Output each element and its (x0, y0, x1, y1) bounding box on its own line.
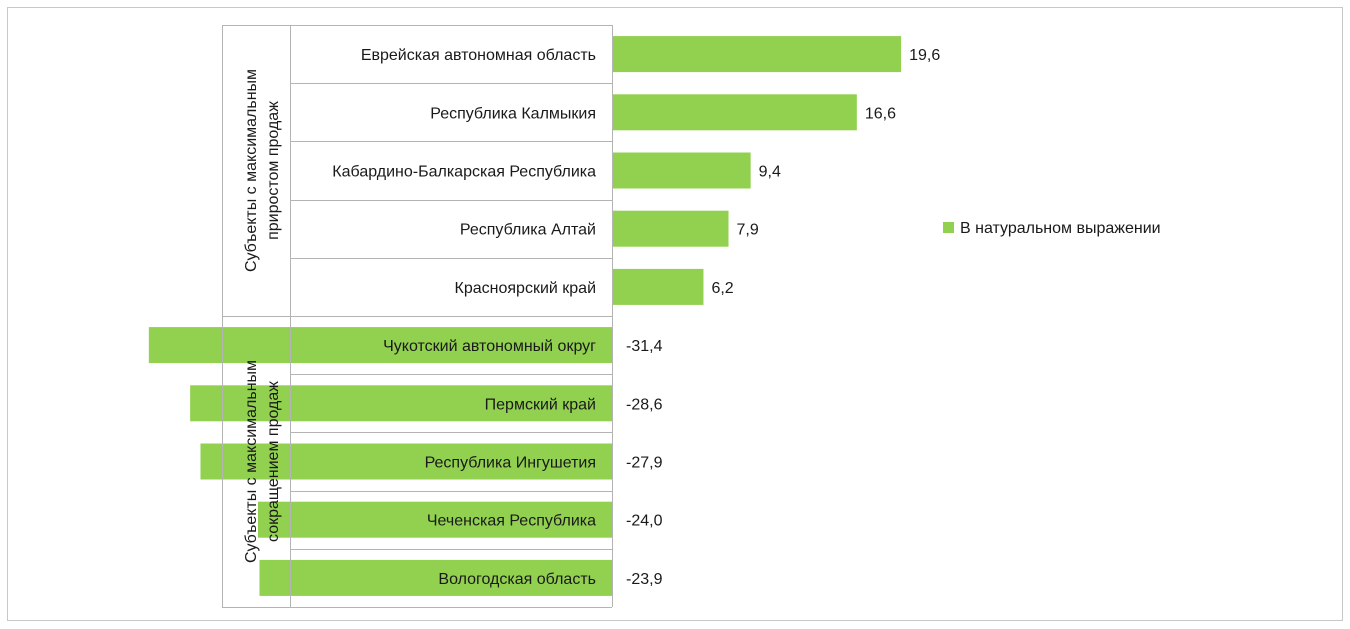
axes-layer (222, 25, 613, 608)
bar (258, 501, 612, 538)
legend: В натуральном выражении (943, 220, 1161, 237)
category-label: Республика Алтай (460, 222, 596, 239)
bar (190, 385, 612, 422)
value-label: -28,6 (626, 396, 663, 413)
value-label: -31,4 (626, 338, 663, 355)
bar (148, 327, 612, 364)
legend-swatch (943, 222, 954, 233)
bar (200, 443, 612, 480)
category-label: Красноярский край (455, 280, 596, 297)
category-label: Чукотский автономный округ (383, 338, 596, 355)
group-label-line: Субъекты с максимальным (243, 69, 260, 272)
value-label: -24,0 (626, 513, 663, 530)
bar (612, 268, 704, 305)
value-label: 19,6 (909, 47, 940, 64)
value-label: 6,2 (711, 280, 733, 297)
value-label: -27,9 (626, 455, 663, 472)
category-label: Республика Ингушетия (425, 455, 596, 472)
group-label-line: Субъекты с максимальным (243, 360, 260, 563)
group-label: Субъекты с максимальным сокращением прода… (243, 360, 282, 563)
group-label-line: приростом продаж (265, 101, 282, 240)
value-label: -23,9 (626, 571, 663, 588)
bar (612, 152, 751, 189)
group-label-line: сокращением продаж (265, 381, 282, 542)
bar (259, 559, 612, 596)
bar (612, 94, 857, 131)
category-label: Чеченская Республика (427, 513, 596, 530)
group-label: Субъекты с максимальным приростом продаж (243, 69, 282, 272)
legend-label: В натуральном выражении (960, 220, 1161, 237)
labels-layer: Еврейская автономная область 19,6 Республи… (243, 47, 940, 588)
value-label: 16,6 (865, 105, 896, 122)
category-label: Республика Калмыкия (430, 105, 596, 122)
value-label: 7,9 (737, 222, 759, 239)
category-label: Пермский край (485, 396, 596, 413)
value-label: 9,4 (759, 164, 781, 181)
category-label: Еврейская автономная область (361, 47, 596, 64)
bars-layer (148, 36, 902, 596)
bar (612, 210, 729, 247)
category-label: Вологодская область (438, 571, 596, 588)
bar (612, 36, 902, 73)
category-label: Кабардино-Балкарская Республика (332, 164, 596, 181)
